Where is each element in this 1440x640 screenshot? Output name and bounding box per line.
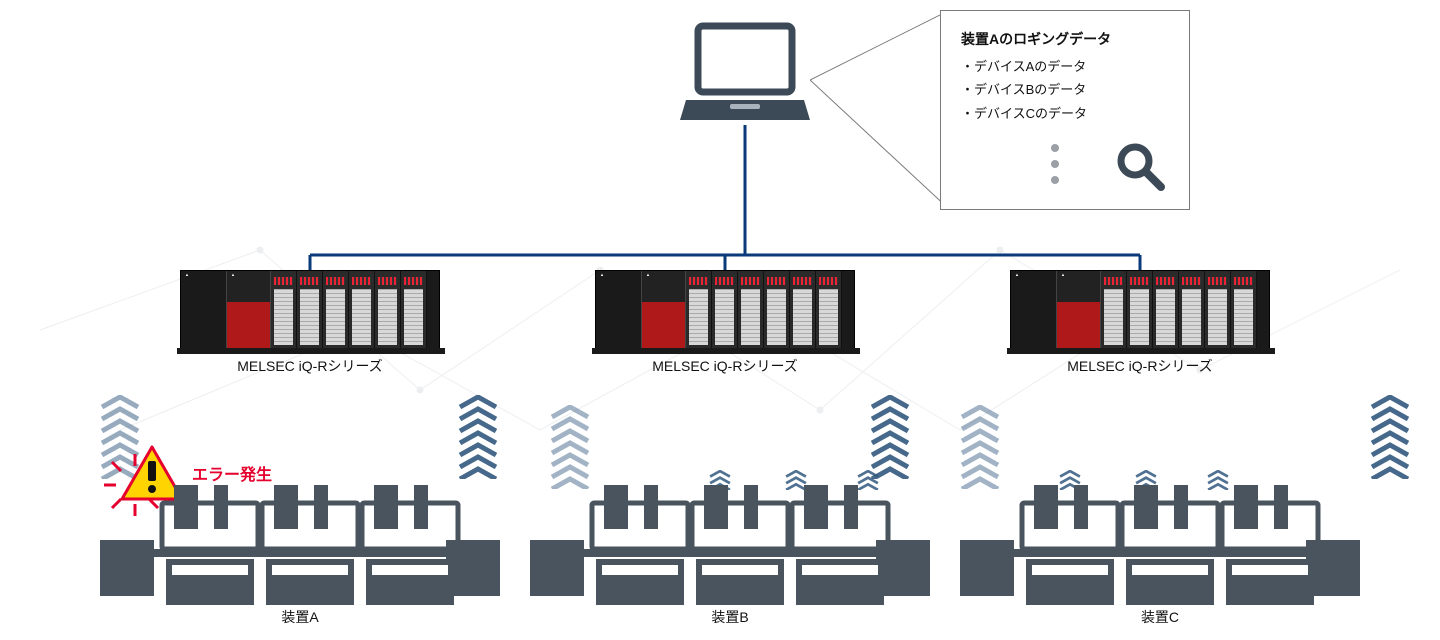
machine-c: 装置C — [960, 485, 1360, 615]
uplink-chevron-icon — [1370, 395, 1410, 479]
plc-label: MELSEC iQ-Rシリーズ — [180, 356, 440, 376]
callout-title: 装置Aのロギングデータ — [961, 29, 1169, 49]
plc-unit-a: ▲▲ MELSEC iQ-Rシリーズ — [180, 270, 440, 370]
uplink-chevron-icon — [458, 395, 498, 479]
uplink-chevron-icon — [870, 395, 910, 479]
callout-item: デバイスBのデータ — [961, 78, 1169, 101]
plc-label: MELSEC iQ-Rシリーズ — [1010, 356, 1270, 376]
plc-unit-b: ▲▲ MELSEC iQ-Rシリーズ — [595, 270, 855, 370]
uplink-chevron-icon — [960, 405, 1000, 489]
machine-a: 装置A — [100, 485, 500, 615]
error-label: エラー発生 — [192, 461, 272, 485]
callout-list: デバイスAのデータ デバイスBのデータ デバイスCのデータ — [961, 55, 1169, 125]
magnifier-icon — [1115, 141, 1167, 193]
uplink-chevron-icon — [550, 405, 590, 489]
laptop-icon — [680, 20, 810, 130]
callout-item: デバイスCのデータ — [961, 102, 1169, 125]
machine-label: 装置A — [100, 607, 500, 627]
plc-unit-c: ▲▲ MELSEC iQ-Rシリーズ — [1010, 270, 1270, 370]
machine-label: 装置B — [530, 607, 930, 627]
ellipsis-dots — [1051, 144, 1059, 184]
plc-label: MELSEC iQ-Rシリーズ — [595, 356, 855, 376]
machine-b: 装置B — [530, 485, 930, 615]
callout-item: デバイスAのデータ — [961, 55, 1169, 78]
callout: 装置Aのロギングデータ デバイスAのデータ デバイスBのデータ デバイスCのデー… — [810, 10, 1190, 225]
machine-label: 装置C — [960, 607, 1360, 627]
